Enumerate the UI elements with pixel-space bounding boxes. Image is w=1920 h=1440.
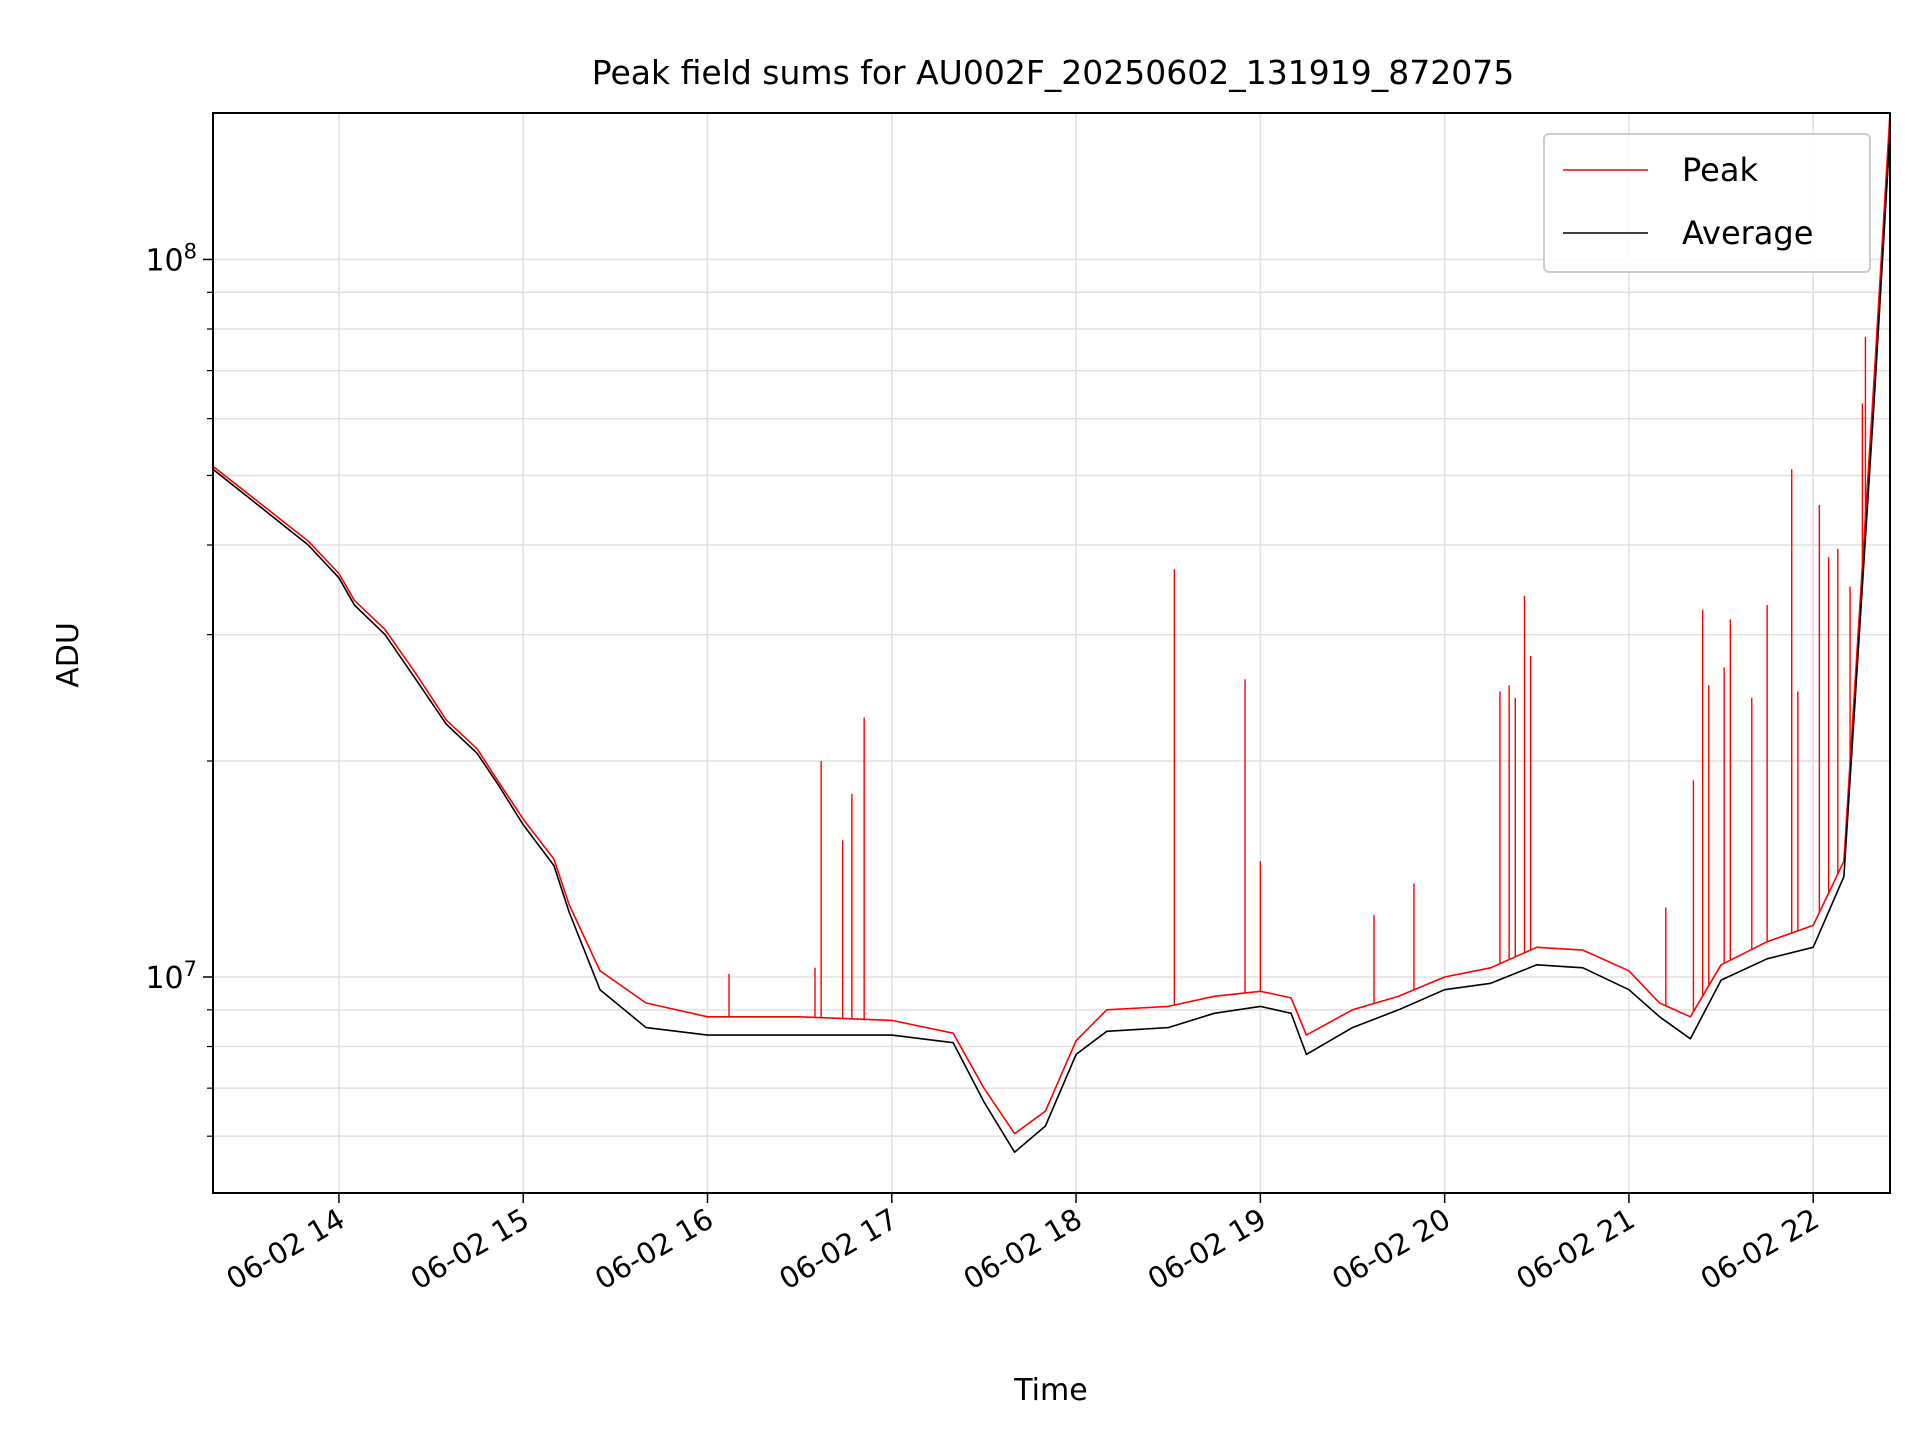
plot-frame xyxy=(212,112,1891,1194)
series-layer xyxy=(213,113,1890,1153)
plot-area xyxy=(213,113,1890,1193)
y-tick-label: 108 xyxy=(145,239,197,278)
series-line-average xyxy=(213,133,1890,1153)
legend-label-average: Average xyxy=(1682,214,1813,252)
y-axis-label: ADU xyxy=(51,622,86,688)
series-line-peak xyxy=(213,113,1890,1135)
legend-label-peak: Peak xyxy=(1682,151,1758,189)
x-axis-label: Time xyxy=(1013,1373,1087,1408)
legend: Peak Average xyxy=(1543,133,1871,273)
legend-box xyxy=(1543,133,1871,273)
chart-title: Peak field sums for AU002F_20250602_1319… xyxy=(592,53,1514,92)
y-tick-label: 107 xyxy=(145,957,197,996)
